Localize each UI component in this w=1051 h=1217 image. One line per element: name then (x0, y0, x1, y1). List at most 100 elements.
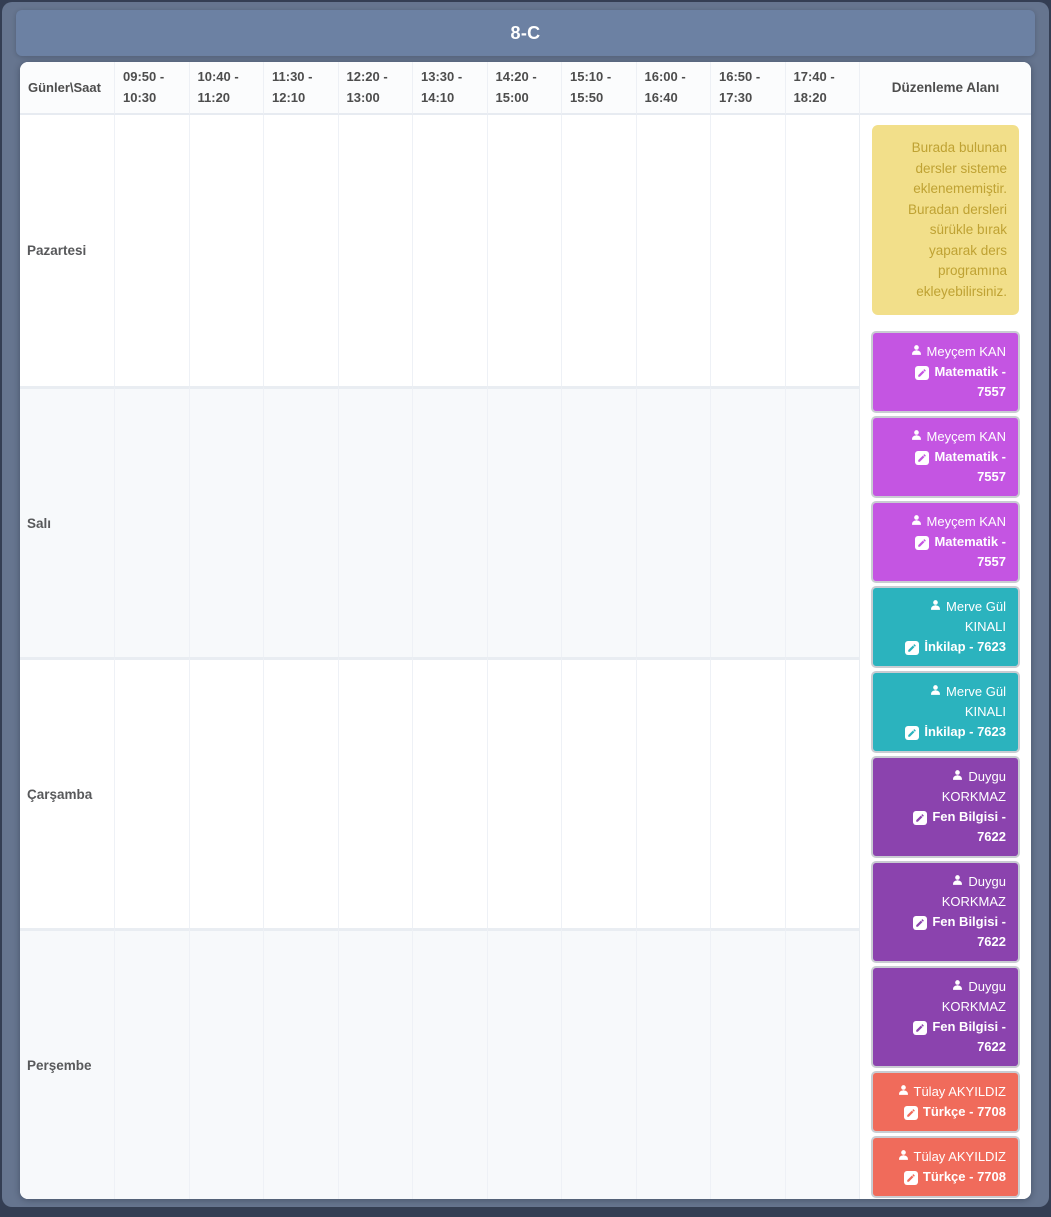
schedule-slot[interactable] (784, 386, 859, 657)
time-start: 10:40 - (197, 69, 239, 85)
lesson-card-subject: Türkçe - 7708 (885, 1167, 1006, 1187)
lesson-card-teacher: Tülay AKYILDIZ (885, 1082, 1006, 1102)
time-end: 11:20 (197, 89, 231, 105)
time-end: 15:50 (570, 89, 604, 105)
time-start: 13:30 - (421, 69, 463, 85)
lesson-card-subject: İnkilap - 7623 (885, 637, 1006, 657)
schedule-slot[interactable] (337, 115, 412, 386)
edit-icon (913, 1021, 928, 1036)
schedule-slot[interactable] (561, 657, 636, 928)
time-start: 11:30 - (272, 69, 313, 85)
time-end: 12:10 (272, 89, 306, 105)
edit-icon (915, 536, 930, 551)
edit-area-header: Düzenleme Alanı (859, 62, 1031, 115)
schedule-slot[interactable] (486, 928, 561, 1199)
lesson-card[interactable]: Merve Gül KINALI İnkilap - 7623 (871, 586, 1020, 669)
user-icon (910, 514, 923, 527)
schedule-slot[interactable] (635, 928, 710, 1199)
lesson-card[interactable]: Tülay AKYILDIZ Türkçe - 7708 (871, 1136, 1020, 1199)
time-start: 14:20 - (495, 69, 537, 85)
time-start: 16:50 - (719, 69, 761, 85)
schedule-slot[interactable] (412, 386, 487, 657)
edit-area: Burada bulunan dersler sisteme eklenemem… (859, 115, 1031, 1199)
schedule-slot[interactable] (635, 657, 710, 928)
schedule-slot[interactable] (188, 386, 263, 657)
lesson-card-subject: Matematik - 7557 (885, 362, 1006, 402)
schedule-slot[interactable] (486, 657, 561, 928)
schedule-slot[interactable] (188, 928, 263, 1199)
schedule-slot[interactable] (114, 386, 189, 657)
schedule-slot[interactable] (188, 657, 263, 928)
user-icon (951, 979, 964, 992)
lesson-card[interactable]: Meyçem KAN Matematik - 7557 (871, 416, 1020, 499)
schedule-slot[interactable] (635, 115, 710, 386)
lesson-card[interactable]: Tülay AKYILDIZ Türkçe - 7708 (871, 1071, 1020, 1134)
time-column-header: 12:20 - 13:00 (337, 62, 412, 115)
schedule-slot[interactable] (412, 657, 487, 928)
edit-icon (903, 1171, 918, 1186)
schedule-slot[interactable] (412, 115, 487, 386)
schedule-slot[interactable] (561, 386, 636, 657)
lesson-card-teacher: Meyçem KAN (885, 342, 1006, 362)
lesson-card[interactable]: Duygu KORKMAZ Fen Bilgisi - 7622 (871, 966, 1020, 1069)
edit-area-notice: Burada bulunan dersler sisteme eklenemem… (872, 125, 1019, 316)
time-start: 17:40 - (793, 69, 835, 85)
schedule-slot[interactable] (263, 657, 338, 928)
schedule-slot[interactable] (263, 115, 338, 386)
lesson-card[interactable]: Meyçem KAN Matematik - 7557 (871, 331, 1020, 414)
schedule-slot[interactable] (263, 386, 338, 657)
schedule-slot[interactable] (561, 928, 636, 1199)
schedule-slot[interactable] (486, 115, 561, 386)
schedule-slot[interactable] (114, 657, 189, 928)
lesson-card[interactable]: Duygu KORKMAZ Fen Bilgisi - 7622 (871, 861, 1020, 964)
time-start: 09:50 - (123, 69, 165, 85)
schedule-slot[interactable] (188, 115, 263, 386)
schedule-slot[interactable] (114, 115, 189, 386)
schedule-slot[interactable] (337, 657, 412, 928)
lesson-card[interactable]: Merve Gül KINALI İnkilap - 7623 (871, 671, 1020, 754)
lesson-card-teacher: Meyçem KAN (885, 512, 1006, 532)
time-end: 18:20 (793, 89, 827, 105)
schedule-slot[interactable] (784, 928, 859, 1199)
schedule-slot[interactable] (337, 386, 412, 657)
user-icon (951, 874, 964, 887)
schedule-slot[interactable] (710, 657, 785, 928)
time-start: 12:20 - (346, 69, 388, 85)
lesson-card-subject: Türkçe - 7708 (885, 1102, 1006, 1122)
lesson-card-teacher: Meyçem KAN (885, 427, 1006, 447)
time-end: 10:30 (123, 89, 157, 105)
schedule-slot[interactable] (412, 928, 487, 1199)
lesson-card-teacher: Merve Gül KINALI (885, 682, 1006, 722)
user-icon (951, 769, 964, 782)
schedule-slot[interactable] (710, 115, 785, 386)
schedule-slot[interactable] (784, 115, 859, 386)
schedule-slot[interactable] (784, 657, 859, 928)
corner-header-label: Günler\Saat (28, 80, 101, 95)
lesson-card[interactable]: Meyçem KAN Matematik - 7557 (871, 501, 1020, 584)
lesson-card-subject: İnkilap - 7623 (885, 722, 1006, 742)
time-end: 16:40 (644, 89, 678, 105)
time-column-header: 14:20 - 15:00 (486, 62, 561, 115)
lesson-card-teacher: Merve Gül KINALI (885, 597, 1006, 637)
schedule-slot[interactable] (710, 928, 785, 1199)
time-column-header: 13:30 - 14:10 (412, 62, 487, 115)
user-icon (910, 429, 923, 442)
corner-header: Günler\Saat (20, 62, 114, 115)
edit-icon (905, 641, 920, 656)
schedule-slot[interactable] (114, 928, 189, 1199)
edit-icon (913, 811, 928, 826)
lesson-card-subject: Fen Bilgisi - 7622 (885, 1017, 1006, 1057)
edit-icon (915, 366, 930, 381)
schedule-slot[interactable] (337, 928, 412, 1199)
lesson-card-subject: Matematik - 7557 (885, 532, 1006, 572)
schedule-slot[interactable] (635, 386, 710, 657)
schedule-slot[interactable] (710, 386, 785, 657)
schedule-slot[interactable] (263, 928, 338, 1199)
lesson-card[interactable]: Duygu KORKMAZ Fen Bilgisi - 7622 (871, 756, 1020, 859)
day-label-4: Perşembe (20, 928, 114, 1199)
schedule-slot[interactable] (486, 386, 561, 657)
user-icon (910, 344, 923, 357)
schedule-slot[interactable] (561, 115, 636, 386)
time-start: 15:10 - (570, 69, 612, 85)
